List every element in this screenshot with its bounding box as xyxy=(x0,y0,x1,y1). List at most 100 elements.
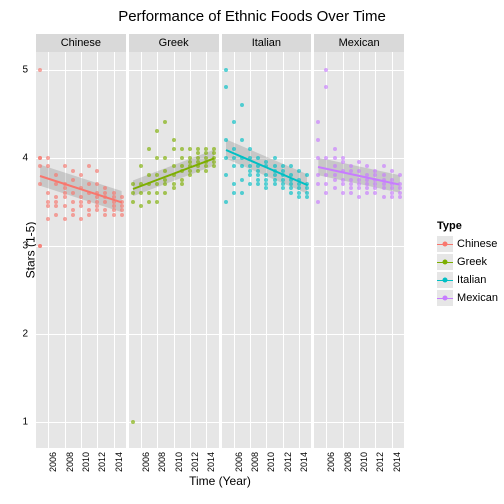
data-point xyxy=(390,178,394,182)
data-point xyxy=(71,191,75,195)
data-point xyxy=(46,200,50,204)
data-point xyxy=(63,182,67,186)
data-point xyxy=(131,420,135,424)
data-point xyxy=(289,178,293,182)
data-point xyxy=(103,186,107,190)
data-point xyxy=(54,173,58,177)
data-point xyxy=(180,178,184,182)
data-point xyxy=(390,195,394,199)
data-point xyxy=(79,217,83,221)
data-point xyxy=(112,213,116,217)
data-point xyxy=(95,204,99,208)
data-point xyxy=(196,147,200,151)
data-point xyxy=(196,151,200,155)
data-point xyxy=(232,164,236,168)
data-point xyxy=(71,208,75,212)
data-point xyxy=(305,191,309,195)
data-point xyxy=(131,191,135,195)
data-point xyxy=(79,195,83,199)
data-point xyxy=(390,182,394,186)
data-point xyxy=(273,173,277,177)
data-point xyxy=(289,191,293,195)
data-point xyxy=(324,191,328,195)
data-point xyxy=(373,173,377,177)
data-point xyxy=(163,156,167,160)
data-point xyxy=(163,178,167,182)
data-point xyxy=(289,164,293,168)
data-point xyxy=(204,160,208,164)
data-point xyxy=(398,191,402,195)
data-point xyxy=(316,138,320,142)
x-tick: 2010 xyxy=(266,452,276,482)
data-point xyxy=(38,182,42,186)
data-point xyxy=(188,147,192,151)
data-point xyxy=(305,182,309,186)
data-point xyxy=(333,156,337,160)
data-point xyxy=(398,195,402,199)
facet-strip: Greek xyxy=(129,34,219,52)
data-point xyxy=(281,173,285,177)
data-point xyxy=(155,182,159,186)
data-point xyxy=(232,156,236,160)
data-point xyxy=(273,169,277,173)
data-point xyxy=(341,160,345,164)
legend-item: Greek xyxy=(437,254,498,270)
data-point xyxy=(357,160,361,164)
data-point xyxy=(63,217,67,221)
data-point xyxy=(333,178,337,182)
legend-key xyxy=(437,290,453,306)
data-point xyxy=(38,244,42,248)
data-point xyxy=(316,156,320,160)
data-point xyxy=(63,195,67,199)
data-point xyxy=(273,164,277,168)
data-point xyxy=(120,195,124,199)
y-tick: 4 xyxy=(22,152,28,163)
data-point xyxy=(155,191,159,195)
data-point xyxy=(349,164,353,168)
data-point xyxy=(365,182,369,186)
legend-key xyxy=(437,254,453,270)
legend-label: Italian xyxy=(457,274,486,286)
data-point xyxy=(273,178,277,182)
data-point xyxy=(172,182,176,186)
data-point xyxy=(357,169,361,173)
data-point xyxy=(305,186,309,190)
x-tick: 2014 xyxy=(392,452,402,482)
legend-item: Italian xyxy=(437,272,498,288)
data-point xyxy=(46,191,50,195)
x-tick: 2012 xyxy=(97,452,107,482)
facet-greek: Greek xyxy=(129,34,219,448)
x-tick: 2012 xyxy=(283,452,293,482)
data-point xyxy=(349,169,353,173)
facet-italian: Italian xyxy=(222,34,312,448)
data-point xyxy=(103,200,107,204)
chart-title: Performance of Ethnic Foods Over Time xyxy=(0,0,504,29)
data-point xyxy=(180,182,184,186)
data-point xyxy=(71,169,75,173)
data-point xyxy=(180,156,184,160)
data-point xyxy=(248,147,252,151)
data-point xyxy=(232,120,236,124)
legend-label: Greek xyxy=(457,256,487,268)
data-point xyxy=(341,156,345,160)
data-point xyxy=(163,120,167,124)
x-tick: 2012 xyxy=(375,452,385,482)
data-point xyxy=(357,195,361,199)
data-point xyxy=(139,164,143,168)
data-point xyxy=(240,138,244,142)
data-point xyxy=(180,147,184,151)
data-point xyxy=(103,191,107,195)
data-point xyxy=(180,164,184,168)
data-point xyxy=(120,200,124,204)
data-point xyxy=(163,169,167,173)
y-tick: 1 xyxy=(22,416,28,427)
data-point xyxy=(54,182,58,186)
data-point xyxy=(373,186,377,190)
data-point xyxy=(390,191,394,195)
data-point xyxy=(38,68,42,72)
data-point xyxy=(365,191,369,195)
data-point xyxy=(248,164,252,168)
data-point xyxy=(232,191,236,195)
data-point xyxy=(365,186,369,190)
x-tick: 2014 xyxy=(206,452,216,482)
